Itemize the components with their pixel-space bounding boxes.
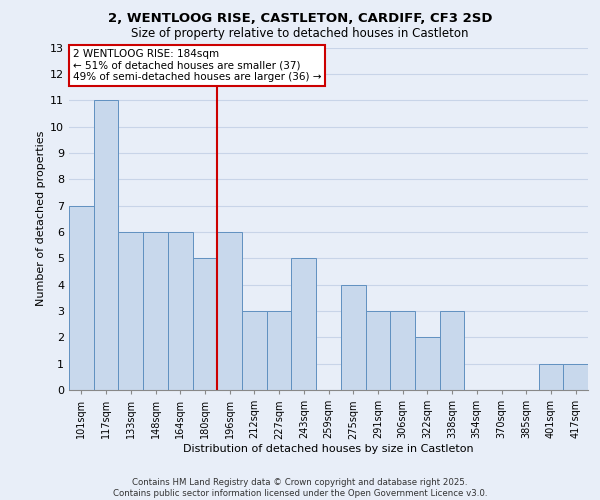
Bar <box>217 232 242 390</box>
Bar <box>267 311 292 390</box>
Bar <box>168 232 193 390</box>
Bar <box>365 311 390 390</box>
Text: 2, WENTLOOG RISE, CASTLETON, CARDIFF, CF3 2SD: 2, WENTLOOG RISE, CASTLETON, CARDIFF, CF… <box>108 12 492 26</box>
Bar <box>242 311 267 390</box>
Bar <box>69 206 94 390</box>
Bar <box>539 364 563 390</box>
Bar <box>94 100 118 390</box>
Bar <box>563 364 588 390</box>
Bar <box>193 258 217 390</box>
Bar <box>440 311 464 390</box>
Bar <box>143 232 168 390</box>
Bar <box>118 232 143 390</box>
Bar <box>341 284 365 390</box>
Bar <box>415 338 440 390</box>
Bar <box>292 258 316 390</box>
Text: 2 WENTLOOG RISE: 184sqm
← 51% of detached houses are smaller (37)
49% of semi-de: 2 WENTLOOG RISE: 184sqm ← 51% of detache… <box>73 49 321 82</box>
Y-axis label: Number of detached properties: Number of detached properties <box>36 131 46 306</box>
X-axis label: Distribution of detached houses by size in Castleton: Distribution of detached houses by size … <box>183 444 474 454</box>
Bar <box>390 311 415 390</box>
Text: Contains HM Land Registry data © Crown copyright and database right 2025.
Contai: Contains HM Land Registry data © Crown c… <box>113 478 487 498</box>
Text: Size of property relative to detached houses in Castleton: Size of property relative to detached ho… <box>131 28 469 40</box>
